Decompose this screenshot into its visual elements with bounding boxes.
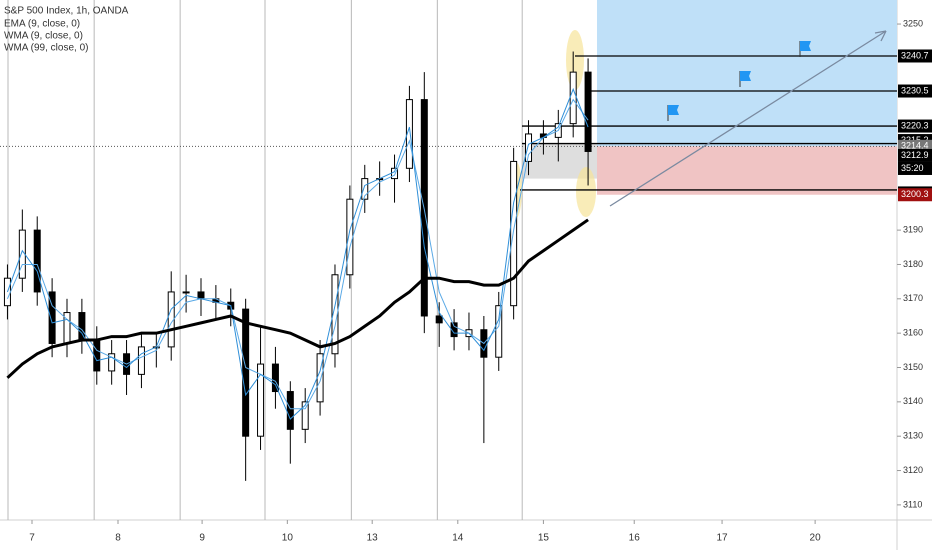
x-tick-label: 8 xyxy=(115,533,121,544)
candle-body xyxy=(93,339,101,372)
y-tick-label: 3170 xyxy=(903,293,923,303)
legend-entry: EMA (9, close, 0) xyxy=(4,19,80,30)
candle-body xyxy=(569,71,577,125)
price-tag-label: 3200.3 xyxy=(901,189,929,199)
candle-body xyxy=(257,363,265,437)
candle-body xyxy=(78,312,86,341)
x-tick-label: 17 xyxy=(717,533,729,544)
candle-body xyxy=(525,133,533,162)
price-tag-box xyxy=(898,188,932,202)
y-tick-label: 3120 xyxy=(903,465,923,475)
highlight-ellipse xyxy=(576,167,596,217)
legend-entry: WMA (99, close, 0) xyxy=(4,43,88,54)
x-tick-label: 14 xyxy=(452,533,464,544)
flag-icon xyxy=(739,71,751,87)
price-tag-box xyxy=(898,84,932,98)
candle-body xyxy=(33,229,41,293)
candle-body xyxy=(271,363,279,393)
x-tick-label: 13 xyxy=(367,533,379,544)
price-tag: 3240.7 xyxy=(898,49,932,63)
x-tick-label: 20 xyxy=(810,533,822,544)
price-tag-label: 3212.9 xyxy=(901,150,929,160)
candle-body xyxy=(435,315,443,324)
flag-cloth xyxy=(800,41,811,51)
flag-cloth xyxy=(740,71,751,81)
chart-title: S&P 500 Index, 1h, OANDA xyxy=(4,6,129,17)
y-tick-label: 3150 xyxy=(903,362,923,372)
x-tick-label: 15 xyxy=(538,533,550,544)
price-tag-box xyxy=(898,119,932,133)
candle-body xyxy=(405,99,413,169)
price-tag: 3200.3 xyxy=(898,188,932,202)
indicator-line xyxy=(6,87,589,420)
indicator-line xyxy=(6,218,589,379)
price-tag: 3230.5 xyxy=(898,84,932,98)
price-tag-box xyxy=(898,161,932,175)
price-tag-label: 3220.3 xyxy=(901,120,929,130)
y-tick-label: 3110 xyxy=(903,499,922,509)
candle-body xyxy=(495,305,503,358)
candle-body xyxy=(286,391,294,430)
y-tick-label: 3160 xyxy=(903,328,923,338)
x-tick-label: 9 xyxy=(199,533,205,544)
price-tag-label: 35:20 xyxy=(901,163,924,173)
price-tag: 3212.9 xyxy=(898,148,932,162)
candle-body xyxy=(197,291,205,300)
candle-body xyxy=(242,308,250,437)
flag-cloth xyxy=(668,105,679,115)
candle-body xyxy=(584,71,592,152)
candle-body xyxy=(510,160,518,307)
x-tick-label: 16 xyxy=(629,533,641,544)
price-tag-label: 3230.5 xyxy=(901,85,929,95)
candle-body xyxy=(3,277,11,307)
y-tick-label: 3180 xyxy=(903,259,923,269)
price-tag-box xyxy=(898,49,932,63)
candle-body xyxy=(182,291,190,294)
flag-icon xyxy=(667,105,679,121)
y-tick-label: 3250 xyxy=(903,18,923,28)
price-tag-box xyxy=(898,148,932,162)
candle-body xyxy=(361,178,369,200)
y-tick-label: 3130 xyxy=(903,431,923,441)
flag-icon xyxy=(799,41,811,57)
arrow-head xyxy=(874,30,887,42)
plot xyxy=(0,0,897,520)
y-tick-label: 3140 xyxy=(903,396,923,406)
price-tag-label: 3214.4 xyxy=(901,141,929,151)
candle-body xyxy=(301,401,309,430)
price-tag: 35:20 xyxy=(898,161,932,175)
candle-body xyxy=(331,274,339,355)
x-tick-label: 10 xyxy=(282,533,294,544)
trend-arrow xyxy=(609,30,887,207)
price-tag: 3220.3 xyxy=(898,119,932,133)
x-tick-label: 7 xyxy=(29,533,35,544)
candle-body xyxy=(137,346,145,375)
price-tag-label: 3240.7 xyxy=(901,50,929,60)
legend-entry: WMA (9, close, 0) xyxy=(4,31,83,42)
candle-body xyxy=(108,353,116,372)
y-tick-label: 3190 xyxy=(903,224,923,234)
candle-body xyxy=(48,291,56,344)
stop-zone xyxy=(597,146,897,195)
candle-body xyxy=(346,198,354,276)
